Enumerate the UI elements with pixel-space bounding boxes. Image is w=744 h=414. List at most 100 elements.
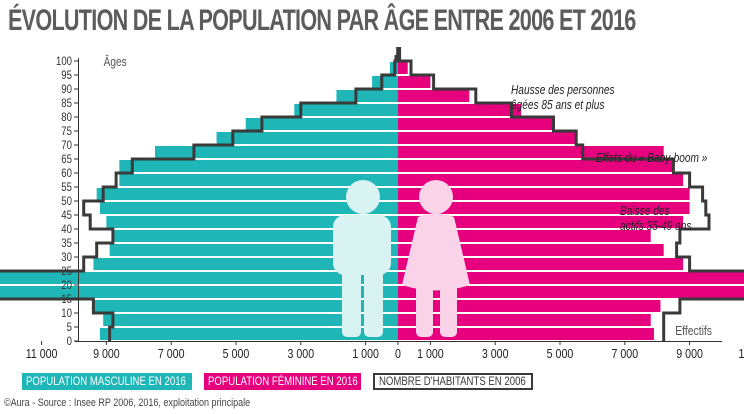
chart-axes	[41, 58, 722, 345]
y-tick-label: 35	[61, 237, 72, 250]
bar-male-35-39	[112, 230, 398, 242]
legend-total-label: NOMBRE D'HABITANTS EN 2006	[379, 374, 526, 388]
bar-male-45-49	[99, 202, 399, 214]
bar-female-70-74	[398, 132, 577, 144]
source-note: ©Aura - Source : Insee RP 2006, 2016, ex…	[4, 397, 251, 409]
bar-female-75-79	[398, 118, 554, 130]
y-axis-label: Âges	[104, 55, 127, 69]
bar-male-0-4	[99, 328, 399, 340]
legend-female: POPULATION FÉMININE EN 2016	[204, 373, 361, 390]
bar-male-80-84	[294, 104, 398, 116]
y-tick-label: 45	[61, 209, 72, 222]
x-tick-label: 7 000	[158, 346, 185, 361]
bar-male-30-34	[109, 244, 398, 256]
legend-female-label: POPULATION FÉMININE EN 2016	[208, 374, 358, 388]
x-tick-label: 1 000	[417, 346, 444, 361]
legend-total-2006: NOMBRE D'HABITANTS EN 2006	[373, 373, 533, 390]
y-tick-label: 95	[61, 69, 72, 82]
bar-female-25-29	[398, 258, 684, 270]
y-tick-label: 50	[61, 195, 72, 208]
female-person-icon	[402, 180, 470, 337]
bar-female-5-9	[398, 314, 651, 326]
female-bars	[398, 48, 744, 340]
y-tick-label: 25	[61, 265, 72, 278]
y-tick-label: 80	[61, 111, 72, 124]
bar-female-0-4	[398, 328, 654, 340]
bar-male-60-64	[119, 160, 399, 172]
bar-male-40-44	[106, 216, 399, 228]
y-tick-label: 30	[61, 251, 72, 264]
annotation-text: Baisse des	[620, 204, 670, 218]
y-tick-label: 75	[61, 125, 72, 138]
y-tick-label: 10	[61, 307, 72, 320]
x-tick-label: 0	[395, 346, 401, 361]
bar-male-85-89	[336, 90, 398, 102]
population-pyramid-chart: 0510152025303540455055606570758085909510…	[0, 47, 744, 361]
bar-male-70-74	[216, 132, 398, 144]
annotation-text: Hausse des personnes	[511, 83, 615, 97]
x-tick-label: 9 000	[93, 346, 120, 361]
bar-female-85-89	[398, 90, 470, 102]
bar-female-60-64	[398, 160, 674, 172]
bar-female-20-24	[398, 272, 744, 284]
bar-male-50-54	[96, 188, 399, 200]
bar-female-95-99	[398, 62, 408, 74]
y-tick-label: 55	[61, 181, 72, 194]
y-tick-label: 85	[61, 97, 72, 110]
bar-male-65-69	[155, 146, 398, 158]
y-tick-label: 90	[61, 83, 72, 96]
bar-female-55-59	[398, 174, 684, 186]
x-tick-label: 1 000	[352, 346, 379, 361]
legend-male-label: POPULATION MASCULINE EN 2016	[26, 374, 186, 388]
bar-female-90-94	[398, 76, 431, 88]
y-tick-labels: 0510152025303540455055606570758085909510…	[56, 55, 72, 348]
x-tick-label: 5 000	[223, 346, 250, 361]
bar-female-45-49	[398, 202, 690, 214]
bar-female-15-19	[398, 286, 744, 298]
bar-male-20-24	[0, 272, 398, 284]
y-tick-label: 100	[56, 55, 72, 68]
y-tick-label: 20	[61, 279, 72, 292]
x-tick-label: 11 000	[26, 346, 58, 361]
x-tick-label: 3 000	[482, 346, 509, 361]
bar-male-5-9	[103, 314, 398, 326]
bar-female-10-14	[398, 300, 661, 312]
male-person-icon	[333, 180, 391, 337]
y-tick-label: 60	[61, 167, 72, 180]
bar-male-15-19	[0, 286, 398, 298]
outline-2006-male	[0, 47, 400, 341]
male-bars	[0, 48, 399, 340]
outline-2006	[0, 47, 744, 341]
x-axis-label: Effectifs	[675, 324, 712, 338]
bar-female-40-44	[398, 216, 684, 228]
chart-title: ÉVOLUTION DE LA POPULATION PAR ÂGE ENTRE…	[8, 4, 636, 37]
y-tick-label: 70	[61, 139, 72, 152]
bar-female-50-54	[398, 188, 690, 200]
bar-male-55-59	[119, 174, 399, 186]
annotation-text: âgées 85 ans et plus	[511, 98, 605, 112]
x-tick-label: 11 000	[739, 346, 744, 361]
annotation-text: Effets du « Baby-boom »	[596, 151, 708, 165]
bar-male-90-94	[372, 76, 398, 88]
y-tick-label: 40	[61, 223, 72, 236]
y-tick-label: 0	[67, 335, 72, 348]
bar-male-75-79	[245, 118, 398, 130]
y-tick-label: 5	[67, 321, 72, 334]
bar-female-30-34	[398, 244, 664, 256]
bar-female-80-84	[398, 104, 522, 116]
y-tick-label: 15	[61, 293, 72, 306]
x-tick-label: 5 000	[547, 346, 574, 361]
legend-male: POPULATION MASCULINE EN 2016	[22, 373, 192, 390]
x-tick-label: 7 000	[611, 346, 638, 361]
bar-male-25-29	[93, 258, 398, 270]
gender-icons	[333, 180, 470, 337]
bar-male-10-14	[93, 300, 398, 312]
bar-female-65-69	[398, 146, 664, 158]
outline-2006-female	[398, 47, 744, 341]
x-tick-label: 3 000	[287, 346, 314, 361]
y-tick-label: 65	[61, 153, 72, 166]
x-tick-label: 9 000	[676, 346, 703, 361]
annotation-text: actifs 35-49 ans	[620, 219, 692, 233]
